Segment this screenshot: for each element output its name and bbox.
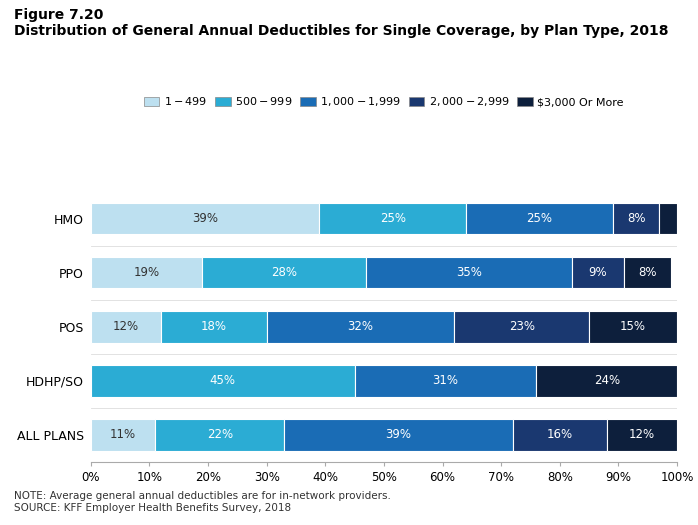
Text: 8%: 8% [639,266,657,279]
Text: 15%: 15% [620,320,646,333]
Text: 24%: 24% [593,374,620,387]
Text: 45%: 45% [209,374,236,387]
Legend: $1 - $499, $500 - $999, $1,000 - $1,999, $2,000 - $2,999, $3,000 Or More: $1 - $499, $500 - $999, $1,000 - $1,999,… [140,91,628,113]
Bar [466,203,613,234]
Bar [589,311,677,342]
Text: 31%: 31% [433,374,459,387]
Text: 19%: 19% [133,266,160,279]
Text: SOURCE: KFF Employer Health Benefits Survey, 2018: SOURCE: KFF Employer Health Benefits Sur… [14,503,291,513]
Text: 28%: 28% [272,266,297,279]
Text: Figure 7.20: Figure 7.20 [14,8,103,22]
Text: 22%: 22% [207,428,233,442]
Bar [454,311,589,342]
Bar [366,257,572,288]
Text: 12%: 12% [629,428,655,442]
Bar [355,365,536,396]
Bar [91,365,355,396]
Bar [613,203,660,234]
Text: Distribution of General Annual Deductibles for Single Coverage, by Plan Type, 20: Distribution of General Annual Deductibl… [14,24,669,38]
Text: 11%: 11% [110,428,136,442]
Bar [91,203,320,234]
Bar [284,419,513,450]
Bar [624,257,671,288]
Text: 9%: 9% [588,266,607,279]
Text: 12%: 12% [113,320,139,333]
Bar [660,203,677,234]
Text: 16%: 16% [547,428,573,442]
Bar [536,365,677,396]
Bar [607,419,677,450]
Bar [513,419,607,450]
Bar [572,257,624,288]
Bar [155,419,284,450]
Text: 18%: 18% [201,320,227,333]
Bar [202,257,366,288]
Bar [91,419,155,450]
Text: 35%: 35% [456,266,482,279]
Bar [91,311,161,342]
Text: NOTE: Average general annual deductibles are for in-network providers.: NOTE: Average general annual deductibles… [14,491,391,501]
Text: 39%: 39% [385,428,412,442]
Text: 23%: 23% [509,320,535,333]
Bar [91,257,202,288]
Bar [320,203,466,234]
Bar [161,311,267,342]
Bar [267,311,454,342]
Text: 39%: 39% [192,212,218,225]
Text: 8%: 8% [627,212,645,225]
Text: 25%: 25% [380,212,406,225]
Text: 25%: 25% [526,212,552,225]
Text: 32%: 32% [348,320,373,333]
